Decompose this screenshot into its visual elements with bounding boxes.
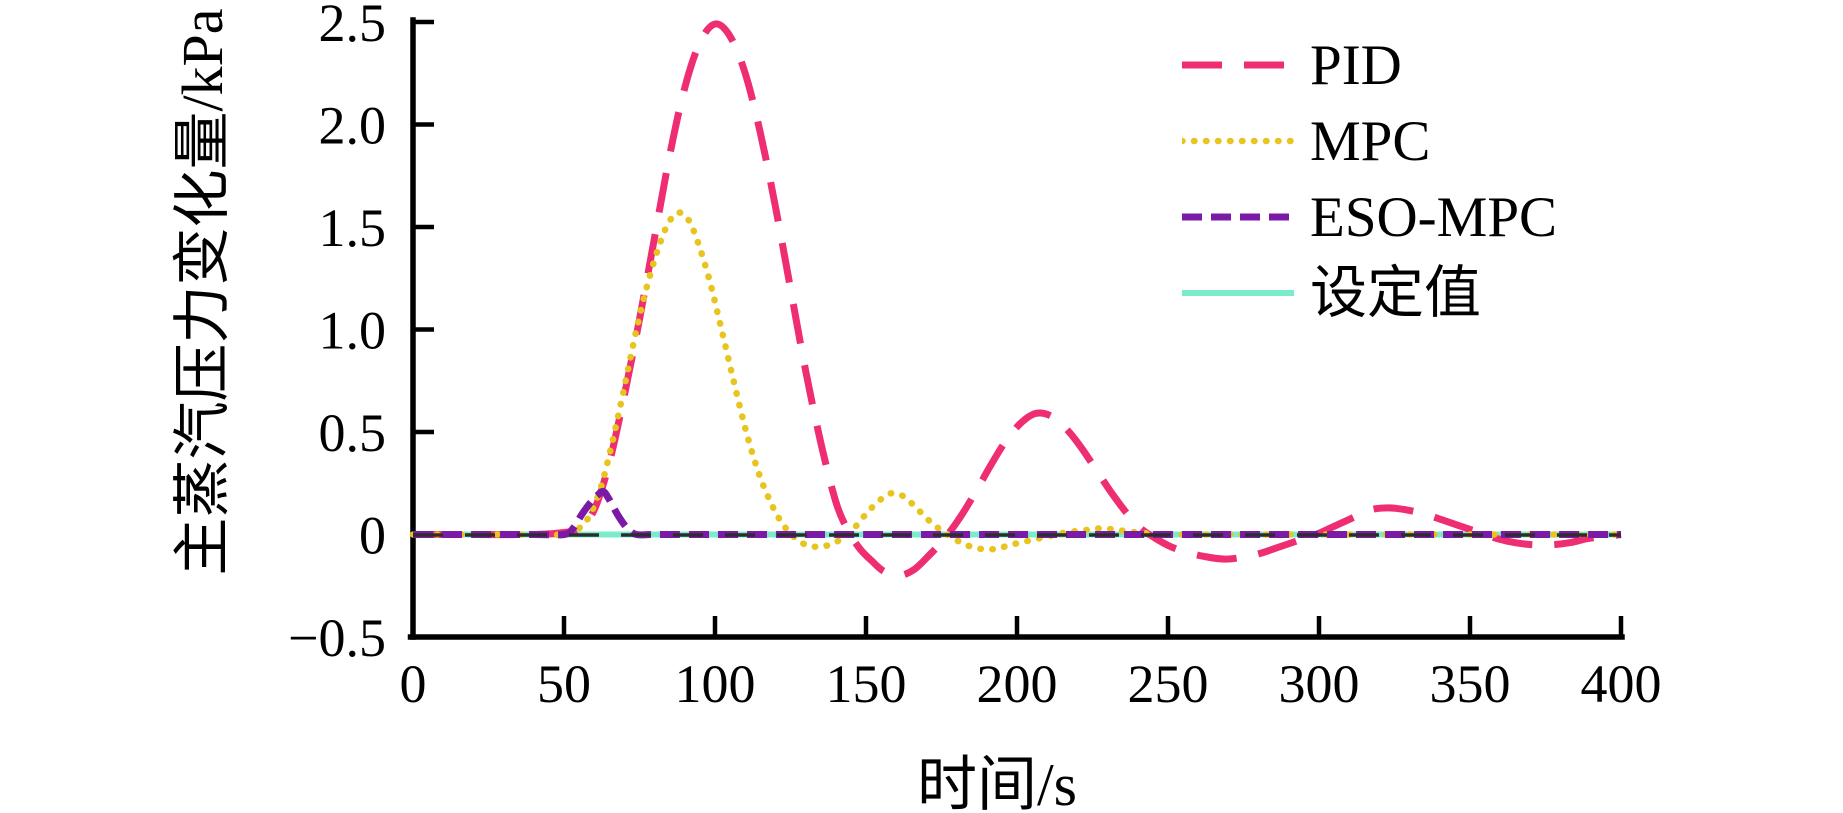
x-tick-label: 200	[977, 654, 1058, 714]
mpc-line-sample	[1182, 137, 1294, 145]
x-tick-label: 300	[1279, 654, 1360, 714]
x-tick-label: 250	[1128, 654, 1209, 714]
x-tick-label: 50	[537, 654, 591, 714]
legend-label-setpoint: 设定值	[1310, 261, 1481, 325]
pid-curve	[413, 20, 1622, 580]
x-axis-title: 时间/s	[916, 752, 1078, 813]
legend-label-mpc: MPC	[1310, 109, 1431, 173]
legend-item-pid: PID	[1182, 27, 1557, 103]
x-tick-label: 0	[400, 654, 427, 714]
eso-mpc-line-sample	[1182, 213, 1294, 221]
y-tick-label: 1.0	[319, 301, 387, 361]
y-tick-label: 0	[359, 506, 386, 566]
tick-labels: 2.52.01.51.00.50−0.50 50 100 150 200 250 300 35…	[288, 0, 1661, 714]
legend-item-mpc: MPC	[1182, 103, 1557, 179]
y-axis-title: 主蒸汽压力变化量/kPa	[170, 8, 235, 576]
legend-item-eso-mpc: ESO-MPC	[1182, 179, 1557, 255]
x-tick-label: 150	[826, 654, 907, 714]
y-tick-label: 2.5	[319, 0, 387, 53]
x-tick-label: 400	[1581, 654, 1662, 714]
pid-line-sample	[1182, 61, 1294, 69]
legend-label-pid: PID	[1310, 33, 1402, 97]
x-tick-label: 100	[675, 654, 756, 714]
eso-mpc-curve	[413, 487, 1621, 539]
setpoint-line-sample	[1182, 290, 1294, 296]
legend: PID MPC ESO-MPC 设定值	[1182, 27, 1557, 331]
x-tick-label: 350	[1430, 654, 1511, 714]
y-tick-label: −0.5	[288, 608, 386, 668]
axis-ticks	[413, 19, 1624, 637]
legend-item-setpoint: 设定值	[1182, 255, 1557, 331]
y-tick-label: 2.0	[319, 96, 387, 156]
y-tick-label: 1.5	[319, 198, 387, 258]
y-tick-label: 0.5	[319, 403, 387, 463]
legend-label-eso-mpc: ESO-MPC	[1310, 185, 1558, 249]
